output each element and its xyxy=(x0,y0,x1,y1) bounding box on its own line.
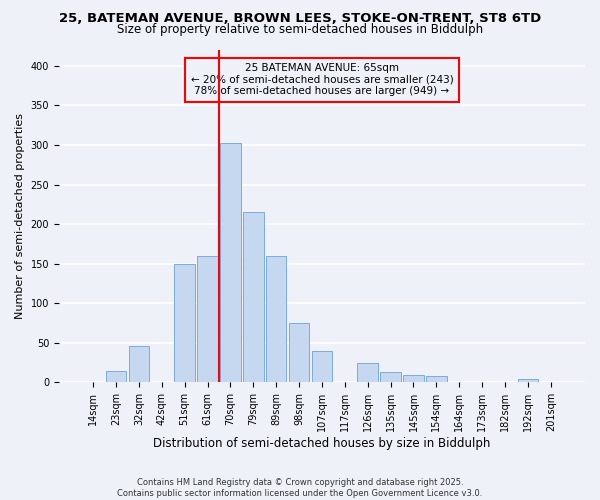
Bar xyxy=(311,351,332,382)
Bar xyxy=(175,264,195,382)
X-axis label: Distribution of semi-detached houses by size in Biddulph: Distribution of semi-detached houses by … xyxy=(153,437,491,450)
Text: Contains HM Land Registry data © Crown copyright and database right 2025.
Contai: Contains HM Land Registry data © Crown c… xyxy=(118,478,482,498)
Bar xyxy=(243,212,263,382)
Bar xyxy=(403,374,424,382)
Bar xyxy=(518,378,538,382)
Text: 25, BATEMAN AVENUE, BROWN LEES, STOKE-ON-TRENT, ST8 6TD: 25, BATEMAN AVENUE, BROWN LEES, STOKE-ON… xyxy=(59,12,541,26)
Bar xyxy=(380,372,401,382)
Bar xyxy=(358,362,378,382)
Bar xyxy=(106,370,126,382)
Bar xyxy=(426,376,446,382)
Text: 25 BATEMAN AVENUE: 65sqm
← 20% of semi-detached houses are smaller (243)
78% of : 25 BATEMAN AVENUE: 65sqm ← 20% of semi-d… xyxy=(191,64,454,96)
Bar xyxy=(128,346,149,383)
Bar xyxy=(197,256,218,382)
Bar xyxy=(266,256,286,382)
Text: Size of property relative to semi-detached houses in Biddulph: Size of property relative to semi-detach… xyxy=(117,22,483,36)
Bar xyxy=(220,142,241,382)
Bar xyxy=(289,323,310,382)
Y-axis label: Number of semi-detached properties: Number of semi-detached properties xyxy=(15,113,25,319)
